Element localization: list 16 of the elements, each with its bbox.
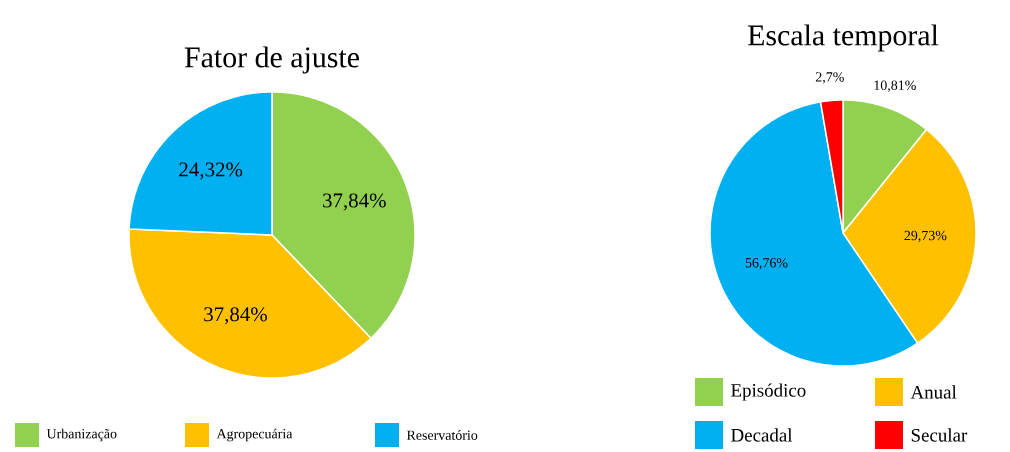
- legend-label: Anual: [910, 385, 957, 399]
- legend-label: Secular: [911, 428, 968, 442]
- legend-label: Reservatório: [406, 430, 478, 440]
- data-label: 10,81%: [874, 80, 916, 92]
- data-label: 29,73%: [904, 230, 947, 243]
- legend-label: Agropecuária: [216, 428, 293, 442]
- legend-label: Urbanização: [46, 428, 117, 442]
- data-label: 56,76%: [745, 258, 788, 270]
- data-label: 24,32%: [179, 162, 243, 180]
- data-label: 2,7%: [815, 72, 844, 84]
- data-label: 37,84%: [204, 307, 268, 325]
- chart-title: Escala temporal: [748, 24, 939, 52]
- legend-label: Episódico: [731, 383, 806, 401]
- legend-label: Decadal: [731, 428, 793, 442]
- chart-title: Fator de ajuste: [184, 46, 359, 74]
- data-label: 37,84%: [323, 193, 386, 211]
